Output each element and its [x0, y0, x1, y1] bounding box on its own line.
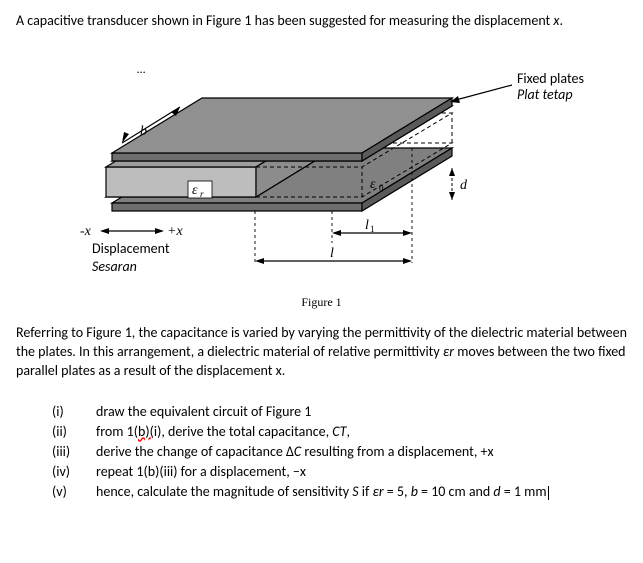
question-num: (v)	[52, 483, 96, 500]
question-num: (iv)	[52, 463, 96, 480]
svg-text:…: …	[137, 63, 145, 77]
svg-text:1: 1	[370, 224, 375, 234]
question-text: repeat 1(b)(iii) for a displacement, −x	[96, 463, 627, 480]
question-i: (i) draw the equivalent circuit of Figur…	[52, 403, 627, 420]
question-text: from 1(b)(i), derive the total capacitan…	[96, 423, 627, 440]
svg-text:0: 0	[379, 183, 384, 193]
label-fixed-plates-ms: Plat tetap	[517, 86, 573, 103]
label-displacement-ms: Sesaran	[92, 258, 137, 275]
label-displacement-en: Displacement	[92, 240, 170, 257]
question-num: (iii)	[52, 443, 96, 460]
question-v: (v) hence, calculate the magnitude of se…	[52, 483, 627, 500]
transducer-diagram: ε r ε 0 b d l 1 l -x +x	[32, 33, 612, 293]
svg-text:ε: ε	[192, 183, 198, 198]
question-num: (i)	[52, 403, 96, 420]
svg-text:l: l	[365, 218, 369, 233]
label-minus-x: -x	[80, 224, 92, 239]
label-b: b	[140, 124, 147, 139]
label-plus-x: +x	[167, 224, 183, 239]
svg-text:ε: ε	[370, 177, 376, 192]
question-text: draw the equivalent circuit of Figure 1	[96, 403, 627, 420]
label-d: d	[460, 178, 468, 193]
question-num: (ii)	[52, 423, 96, 440]
question-text: derive the change of capacitance ΔC resu…	[96, 443, 627, 460]
figure-caption: Figure 1	[16, 295, 627, 310]
label-l: l	[330, 246, 334, 261]
question-text: hence, calculate the magnitude of sensit…	[96, 483, 627, 500]
label-fixed-plates-en: Fixed plates	[517, 70, 584, 87]
question-iii: (iii) derive the change of capacitance Δ…	[52, 443, 627, 460]
question-iv: (iv) repeat 1(b)(iii) for a displacement…	[52, 463, 627, 480]
text-cursor	[548, 486, 549, 500]
question-ii: (ii) from 1(b)(i), derive the total capa…	[52, 423, 627, 440]
svg-text:r: r	[200, 189, 204, 199]
question-list: (i) draw the equivalent circuit of Figur…	[16, 403, 627, 500]
figure-1: ε r ε 0 b d l 1 l -x +x	[16, 33, 627, 293]
intro-text: A capacitive transducer shown in Figure …	[16, 12, 627, 29]
description-paragraph: Referring to Figure 1, the capacitance i…	[16, 324, 627, 381]
